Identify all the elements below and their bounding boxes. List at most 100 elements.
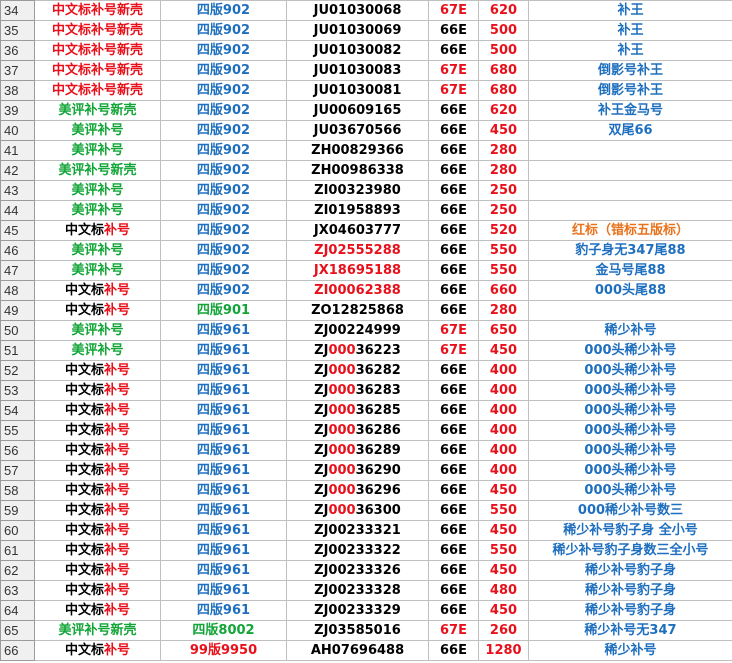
note-cell[interactable]: 稀少补号豹子身	[528, 560, 732, 581]
serial-cell[interactable]: ZI00062388	[286, 280, 429, 301]
note-cell[interactable]: 补王	[528, 40, 732, 61]
row-header[interactable]: 66	[0, 640, 35, 661]
row-header[interactable]: 50	[0, 320, 35, 341]
version-cell[interactable]: 四版961	[160, 500, 287, 521]
price-cell[interactable]: 650	[478, 320, 529, 341]
serial-cell[interactable]: ZJ00036289	[286, 440, 429, 461]
serial-cell[interactable]: ZJ00233321	[286, 520, 429, 541]
note-cell[interactable]	[528, 180, 732, 201]
note-cell[interactable]: 000头稀少补号	[528, 380, 732, 401]
version-cell[interactable]: 四版961	[160, 420, 287, 441]
row-header[interactable]: 38	[0, 80, 35, 101]
version-cell[interactable]: 四版902	[160, 280, 287, 301]
serial-cell[interactable]: ZJ02555288	[286, 240, 429, 261]
grade-cell[interactable]: 66E	[428, 580, 479, 601]
grade-cell[interactable]: 67E	[428, 620, 479, 641]
category-cell[interactable]: 美评补号	[34, 320, 161, 341]
row-header[interactable]: 36	[0, 40, 35, 61]
category-cell[interactable]: 美评补号	[34, 200, 161, 221]
version-cell[interactable]: 四版902	[160, 0, 287, 21]
note-cell[interactable]: 补王金马号	[528, 100, 732, 121]
serial-cell[interactable]: ZO12825868	[286, 300, 429, 321]
note-cell[interactable]	[528, 200, 732, 221]
price-cell[interactable]: 550	[478, 240, 529, 261]
row-header[interactable]: 47	[0, 260, 35, 281]
version-cell[interactable]: 四版902	[160, 20, 287, 41]
price-cell[interactable]: 280	[478, 160, 529, 181]
serial-cell[interactable]: ZJ00036290	[286, 460, 429, 481]
category-cell[interactable]: 美评补号新壳	[34, 160, 161, 181]
row-header[interactable]: 59	[0, 500, 35, 521]
grade-cell[interactable]: 67E	[428, 80, 479, 101]
version-cell[interactable]: 四版902	[160, 100, 287, 121]
row-header[interactable]: 62	[0, 560, 35, 581]
grade-cell[interactable]: 66E	[428, 240, 479, 261]
serial-cell[interactable]: ZJ00036282	[286, 360, 429, 381]
version-cell[interactable]: 四版961	[160, 340, 287, 361]
serial-cell[interactable]: ZJ00036300	[286, 500, 429, 521]
version-cell[interactable]: 四版961	[160, 380, 287, 401]
grade-cell[interactable]: 66E	[428, 560, 479, 581]
note-cell[interactable]: 双尾66	[528, 120, 732, 141]
row-header[interactable]: 54	[0, 400, 35, 421]
version-cell[interactable]: 四版901	[160, 300, 287, 321]
grade-cell[interactable]: 66E	[428, 220, 479, 241]
version-cell[interactable]: 99版9950	[160, 640, 287, 661]
price-cell[interactable]: 480	[478, 580, 529, 601]
version-cell[interactable]: 四版961	[160, 560, 287, 581]
note-cell[interactable]: 倒影号补王	[528, 80, 732, 101]
price-cell[interactable]: 450	[478, 120, 529, 141]
row-header[interactable]: 61	[0, 540, 35, 561]
row-header[interactable]: 63	[0, 580, 35, 601]
price-cell[interactable]: 250	[478, 180, 529, 201]
grade-cell[interactable]: 66E	[428, 600, 479, 621]
price-cell[interactable]: 620	[478, 0, 529, 21]
note-cell[interactable]: 稀少补号豹子身数三全小号	[528, 540, 732, 561]
price-cell[interactable]: 400	[478, 420, 529, 441]
row-header[interactable]: 34	[0, 0, 35, 21]
serial-cell[interactable]: JU01030081	[286, 80, 429, 101]
serial-cell[interactable]: JU01030082	[286, 40, 429, 61]
grade-cell[interactable]: 66E	[428, 420, 479, 441]
category-cell[interactable]: 中文标补号	[34, 360, 161, 381]
category-cell[interactable]: 中文标补号新壳	[34, 0, 161, 21]
serial-cell[interactable]: ZI01958893	[286, 200, 429, 221]
version-cell[interactable]: 四版961	[160, 600, 287, 621]
note-cell[interactable]: 补王	[528, 20, 732, 41]
category-cell[interactable]: 中文标补号	[34, 520, 161, 541]
grade-cell[interactable]: 66E	[428, 500, 479, 521]
serial-cell[interactable]: JU01030068	[286, 0, 429, 21]
note-cell[interactable]	[528, 160, 732, 181]
price-cell[interactable]: 260	[478, 620, 529, 641]
version-cell[interactable]: 四版961	[160, 460, 287, 481]
category-cell[interactable]: 中文标补号	[34, 640, 161, 661]
category-cell[interactable]: 美评补号新壳	[34, 100, 161, 121]
serial-cell[interactable]: AH07696488	[286, 640, 429, 661]
version-cell[interactable]: 四版902	[160, 120, 287, 141]
price-cell[interactable]: 400	[478, 380, 529, 401]
version-cell[interactable]: 四版961	[160, 480, 287, 501]
row-header[interactable]: 39	[0, 100, 35, 121]
grade-cell[interactable]: 66E	[428, 100, 479, 121]
note-cell[interactable]: 000稀少补号数三	[528, 500, 732, 521]
serial-cell[interactable]: ZH00829366	[286, 140, 429, 161]
grade-cell[interactable]: 66E	[428, 400, 479, 421]
grade-cell[interactable]: 66E	[428, 140, 479, 161]
price-cell[interactable]: 400	[478, 400, 529, 421]
row-header[interactable]: 37	[0, 60, 35, 81]
category-cell[interactable]: 中文标补号	[34, 480, 161, 501]
serial-cell[interactable]: ZI00323980	[286, 180, 429, 201]
row-header[interactable]: 64	[0, 600, 35, 621]
category-cell[interactable]: 美评补号	[34, 140, 161, 161]
price-cell[interactable]: 550	[478, 260, 529, 281]
serial-cell[interactable]: JU01030083	[286, 60, 429, 81]
version-cell[interactable]: 四版902	[160, 40, 287, 61]
version-cell[interactable]: 四版902	[160, 200, 287, 221]
note-cell[interactable]: 稀少补号	[528, 640, 732, 661]
row-header[interactable]: 65	[0, 620, 35, 641]
note-cell[interactable]: 豹子身无347尾88	[528, 240, 732, 261]
version-cell[interactable]: 四版961	[160, 360, 287, 381]
note-cell[interactable]: 稀少补号豹子身 全小号	[528, 520, 732, 541]
serial-cell[interactable]: ZH00986338	[286, 160, 429, 181]
grade-cell[interactable]: 66E	[428, 360, 479, 381]
